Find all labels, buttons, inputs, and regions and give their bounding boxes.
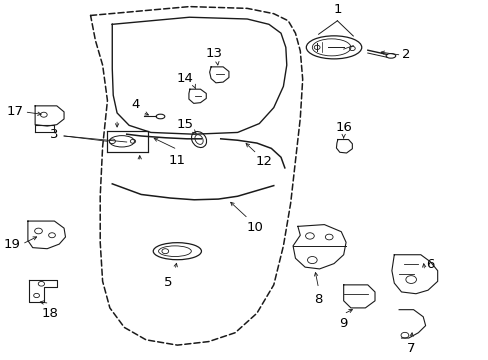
Text: 6: 6 <box>425 258 433 271</box>
Text: 5: 5 <box>163 276 172 289</box>
Text: 2: 2 <box>401 48 409 61</box>
Text: 15: 15 <box>176 118 193 131</box>
Text: 3: 3 <box>50 128 59 141</box>
Text: 17: 17 <box>6 105 23 118</box>
Text: 14: 14 <box>176 72 193 85</box>
Bar <box>107 131 148 152</box>
Text: 12: 12 <box>255 156 272 168</box>
Text: 18: 18 <box>41 307 58 320</box>
Text: 19: 19 <box>4 238 20 251</box>
Text: 1: 1 <box>332 3 341 16</box>
Text: 4: 4 <box>132 98 140 111</box>
Text: 10: 10 <box>246 221 263 234</box>
Text: 9: 9 <box>339 318 347 330</box>
Text: 13: 13 <box>205 48 223 60</box>
Text: 16: 16 <box>335 121 351 134</box>
Text: 8: 8 <box>314 293 322 306</box>
Text: 7: 7 <box>406 342 415 355</box>
Text: 11: 11 <box>168 154 185 167</box>
